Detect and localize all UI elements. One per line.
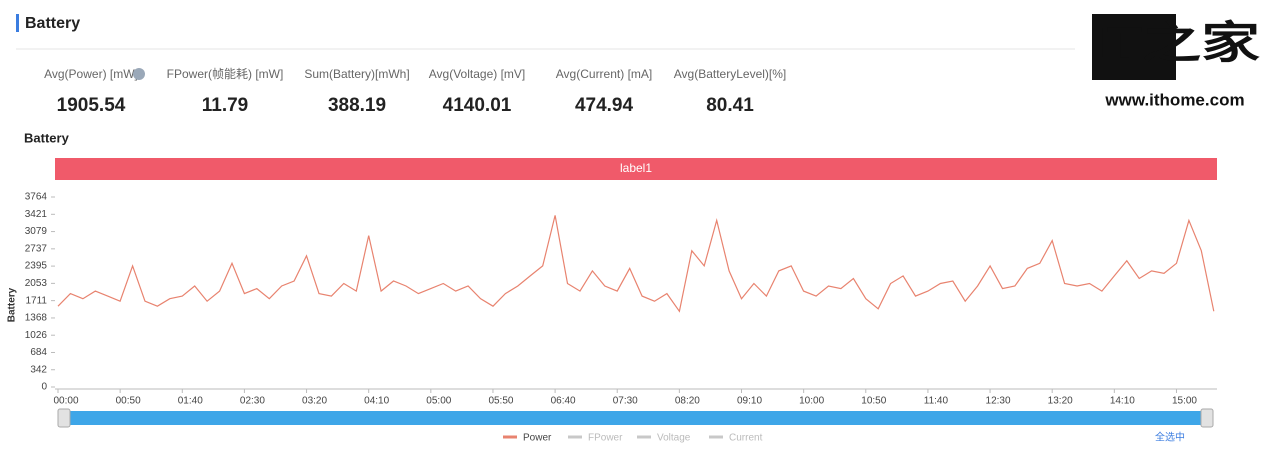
y-tick-label: 3079 [25, 226, 48, 237]
x-tick-label: 05:00 [426, 396, 451, 407]
y-tick-label: 1711 [25, 295, 47, 306]
y-axis-label: Battery [7, 287, 18, 322]
legend-label[interactable]: FPower [588, 433, 623, 444]
y-tick-label: 0 [41, 382, 47, 393]
y-tick-label: 3764 [25, 192, 48, 203]
x-tick-label: 06:40 [551, 396, 576, 407]
x-tick-label: 04:10 [364, 396, 389, 407]
legend-label[interactable]: Power [523, 433, 552, 444]
y-tick-label: 1026 [25, 330, 48, 341]
x-tick-label: 01:40 [178, 396, 203, 407]
y-tick-label: 3421 [25, 209, 48, 220]
slider-handle[interactable] [57, 408, 71, 428]
x-tick-label: 11:40 [924, 396, 949, 407]
x-tick-label: 10:50 [861, 396, 886, 407]
page-title: Battery [25, 15, 80, 32]
power-line [57, 215, 1215, 313]
y-tick-label: 684 [30, 347, 47, 358]
stat-label: Avg(BatteryLevel)[%] [674, 67, 787, 81]
stat-value: 4140.01 [443, 95, 512, 116]
x-tick-label: 03:20 [302, 396, 327, 407]
x-tick-label: 00:00 [53, 396, 78, 407]
x-tick-label: 09:10 [737, 396, 762, 407]
select-all[interactable]: 全选中 [1155, 431, 1185, 444]
stat-label: Avg(Current) [mA] [556, 67, 652, 81]
legend-label[interactable]: Current [729, 433, 763, 444]
x-tick-label: 12:30 [986, 396, 1011, 407]
logo-mark: IT之家 [1090, 19, 1260, 68]
stat-value: 80.41 [706, 95, 754, 116]
stat-label: Avg(Voltage) [mV] [429, 67, 526, 81]
x-tick-label: 07:30 [613, 396, 638, 407]
stat-value: 1905.54 [57, 95, 126, 116]
x-tick-label: 05:50 [488, 396, 513, 407]
x-tick-label: 13:20 [1048, 396, 1073, 407]
legend-label[interactable]: Voltage [657, 433, 691, 444]
x-tick-label: 08:20 [675, 396, 700, 407]
stat-value: 388.19 [328, 95, 386, 116]
x-tick-label: 00:50 [116, 396, 141, 407]
label-band [55, 158, 1217, 180]
x-tick-label: 02:30 [240, 396, 265, 407]
logo-url: www.ithome.com [1104, 90, 1244, 109]
y-tick-label: 2395 [25, 261, 48, 272]
chart-title: Battery [24, 130, 70, 145]
logo-box [1092, 14, 1176, 80]
title-accent [16, 14, 19, 32]
y-tick-label: 1368 [25, 313, 48, 324]
x-tick-label: 15:00 [1172, 396, 1197, 407]
stat-value: 474.94 [575, 95, 634, 116]
y-tick-label: 2053 [25, 278, 48, 289]
y-tick-label: 2737 [25, 243, 48, 254]
help-icon[interactable] [133, 68, 145, 80]
stat-value: 11.79 [202, 95, 249, 116]
x-tick-label: 14:10 [1110, 396, 1135, 407]
stat-label: Avg(Power) [mW] [44, 67, 138, 81]
x-tick-label: 10:00 [799, 396, 824, 407]
stat-label: FPower(帧能耗) [mW] [167, 67, 284, 81]
band-label: label1 [620, 161, 652, 175]
stat-label: Sum(Battery)[mWh] [304, 67, 409, 81]
y-tick-label: 342 [30, 364, 47, 375]
slider-handle[interactable] [1200, 408, 1214, 428]
zoom-slider[interactable] [58, 411, 1213, 425]
